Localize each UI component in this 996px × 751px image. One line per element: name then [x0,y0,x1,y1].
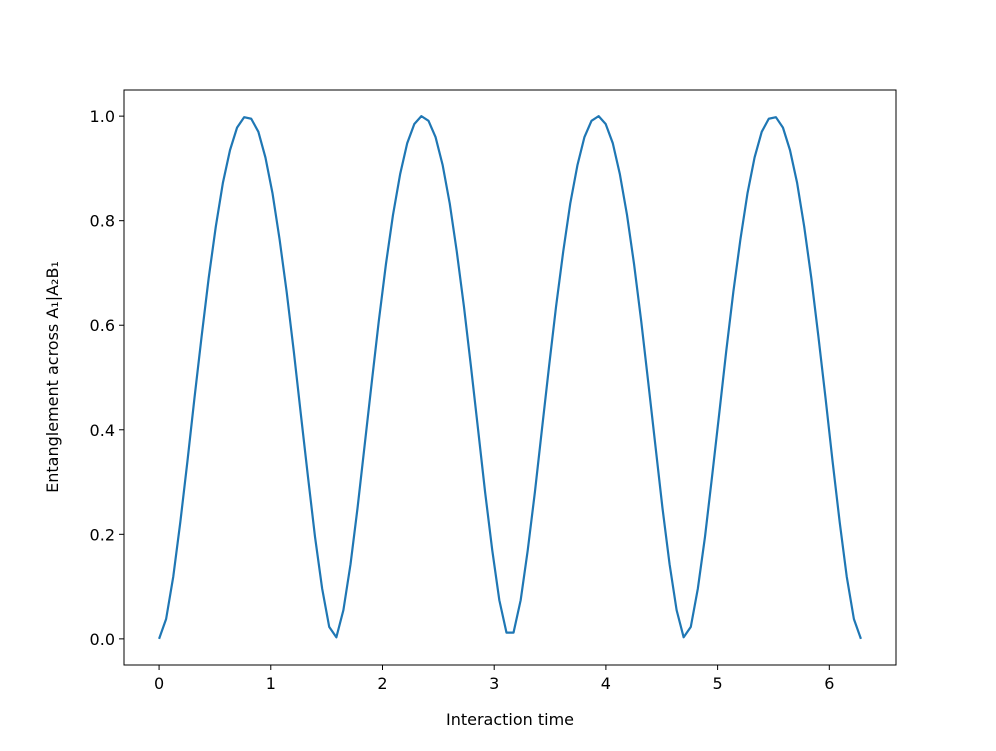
plot-frame [123,89,897,666]
y-tick-label: 0.6 [90,316,115,335]
x-tick-label: 2 [377,674,387,693]
x-tick-label: 0 [154,674,164,693]
x-axis-label: Interaction time [446,710,574,729]
x-tick-label: 6 [824,674,834,693]
y-tick-label: 0.4 [90,421,115,440]
x-tick-label: 5 [713,674,723,693]
x-tick-label: 3 [489,674,499,693]
y-axis-label: Entanglement across A₁|A₂B₁ [43,261,62,493]
x-tick-label: 4 [601,674,611,693]
y-tick-label: 1.0 [90,107,115,126]
data-line [158,115,862,640]
x-tick-label: 1 [266,674,276,693]
y-tick-label: 0.0 [90,630,115,649]
y-tick-label: 0.8 [90,212,115,231]
y-tick-label: 0.2 [90,525,115,544]
